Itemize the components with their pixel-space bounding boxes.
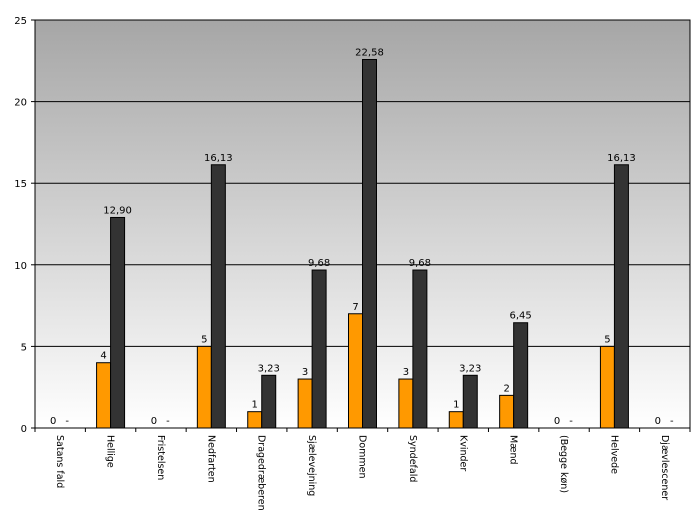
x-tick-label: Dragedræberen xyxy=(256,435,267,511)
bar-series-b xyxy=(261,374,277,429)
data-label-series-b: 22,58 xyxy=(355,47,384,58)
data-label-series-b: - xyxy=(166,416,170,427)
data-label-series-a: 3 xyxy=(302,367,308,378)
bar-series-a xyxy=(96,362,112,429)
x-tick-label: Mænd xyxy=(508,435,519,465)
y-tick-labels: 0 5 10 15 20 25 xyxy=(14,16,27,435)
bar-series-a xyxy=(599,345,615,429)
data-label-series-b: 9,68 xyxy=(308,258,330,269)
bars xyxy=(96,58,629,429)
bar-series-b xyxy=(362,58,377,429)
y-tick-label: 25 xyxy=(14,16,27,27)
data-label-series-b: 12,90 xyxy=(103,205,132,216)
bar-series-a xyxy=(499,394,515,429)
x-tick-label: Dommen xyxy=(357,435,368,479)
x-tick-label: Helvede xyxy=(608,435,619,474)
data-label-series-a: 4 xyxy=(100,351,106,362)
data-label-series-b: 3,23 xyxy=(459,363,481,374)
y-tick-label: 10 xyxy=(14,261,27,272)
data-label-series-a: 1 xyxy=(252,400,258,411)
axes xyxy=(31,19,691,432)
data-label-series-b: 16,13 xyxy=(204,153,233,164)
data-label-series-b: 16,13 xyxy=(607,153,636,164)
y-tick-label: 15 xyxy=(14,179,27,190)
x-tick-label: Djævlescener xyxy=(659,435,670,500)
bar-series-a xyxy=(247,411,263,429)
data-label-series-a: 7 xyxy=(352,302,358,313)
x-tick-label: Hellige xyxy=(105,435,116,468)
data-label-series-b: 6,45 xyxy=(510,311,532,322)
x-tick-label: Fristelsen xyxy=(155,435,166,480)
y-tick-label: 20 xyxy=(14,98,27,109)
data-label-series-a: 0 xyxy=(554,416,560,427)
bar-series-a xyxy=(448,411,464,429)
data-label-series-b: - xyxy=(670,416,674,427)
bar-series-b xyxy=(613,164,629,429)
bar-series-a xyxy=(297,378,313,429)
x-tick-label: Sjælevejning xyxy=(306,435,317,496)
data-label-series-b: - xyxy=(569,416,573,427)
y-tick-label: 5 xyxy=(21,342,27,353)
bar-series-b xyxy=(311,269,327,429)
data-label-series-a: 0 xyxy=(151,416,157,427)
bar-series-a xyxy=(196,345,212,429)
x-tick-label: Syndefald xyxy=(407,435,418,482)
x-tick-label: Satans fald xyxy=(54,435,65,488)
bar-series-b xyxy=(210,164,226,429)
data-label-series-b: 3,23 xyxy=(258,363,280,374)
data-label-series-a: 5 xyxy=(604,334,610,345)
x-tick-label: Kvinder xyxy=(457,435,468,471)
x-tick-label: Nedfarten xyxy=(205,435,216,483)
data-label-series-a: 1 xyxy=(453,400,459,411)
data-label-series-a: 3 xyxy=(403,367,409,378)
bar-series-a xyxy=(348,313,363,429)
data-label-series-a: 0 xyxy=(50,416,56,427)
y-tick-label: 0 xyxy=(21,424,27,435)
data-label-series-a: 0 xyxy=(655,416,661,427)
bar-series-b xyxy=(110,216,126,429)
x-tick-labels: Satans fald Hellige Fristelsen Nedfarten Dra… xyxy=(54,435,670,511)
bar-series-a xyxy=(398,378,414,429)
x-tick-label: (Begge køn) xyxy=(558,435,569,493)
bar-series-b xyxy=(412,269,428,429)
data-label-series-b: 9,68 xyxy=(409,258,431,269)
data-label-series-b: - xyxy=(65,416,69,427)
data-label-series-a: 5 xyxy=(201,334,207,345)
bar-series-b xyxy=(462,374,478,429)
bar-series-b xyxy=(513,322,529,429)
data-label-series-a: 2 xyxy=(503,383,509,394)
